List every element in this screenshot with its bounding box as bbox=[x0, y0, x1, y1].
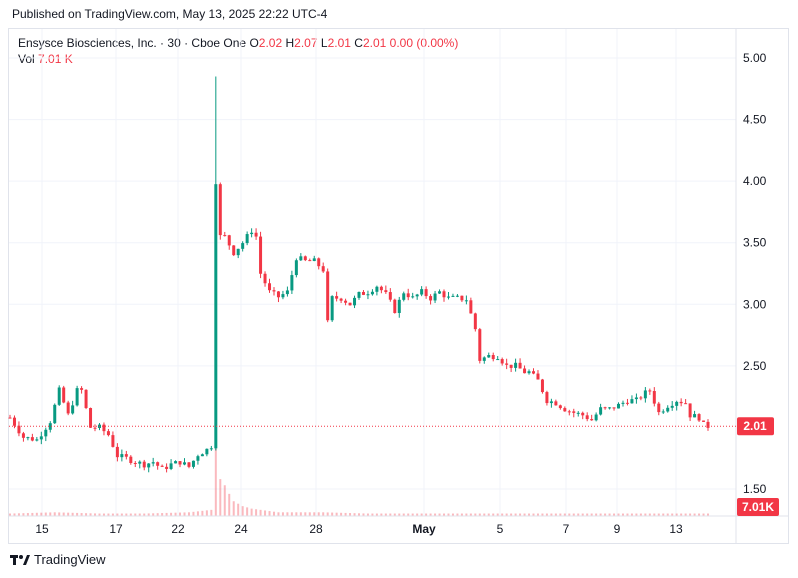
legend-volume-line: Vol 7.01 K bbox=[18, 51, 458, 67]
tradingview-footer[interactable]: TradingView bbox=[10, 552, 106, 567]
chart-frame[interactable] bbox=[8, 28, 789, 544]
legend-ohlc-line: Ensysce Biosciences, Inc. · 30 · Cboe On… bbox=[18, 35, 458, 51]
legend-open-label: O bbox=[249, 36, 259, 50]
tradingview-logo-icon bbox=[10, 553, 30, 567]
legend-high-label: H bbox=[285, 36, 295, 50]
legend-volume-value: 7.01 K bbox=[38, 52, 73, 66]
chart-legend: Ensysce Biosciences, Inc. · 30 · Cboe On… bbox=[18, 35, 458, 67]
legend-close-value: 2.01 bbox=[362, 36, 387, 50]
legend-low-label: L bbox=[320, 36, 328, 50]
tradingview-brand: TradingView bbox=[34, 552, 106, 567]
legend-close-label: C bbox=[354, 36, 363, 50]
legend-symbol[interactable]: Ensysce Biosciences, Inc. · 30 · Cboe On… bbox=[18, 36, 247, 50]
legend-low-value: 2.01 bbox=[327, 36, 351, 50]
legend-high-value: 2.07 bbox=[294, 36, 318, 50]
published-caption: Published on TradingView.com, May 13, 20… bbox=[12, 7, 328, 21]
legend-volume-label: Vol bbox=[18, 52, 35, 66]
legend-change: 0.00 (0.00%) bbox=[389, 36, 459, 50]
legend-open-value: 2.02 bbox=[258, 36, 283, 50]
